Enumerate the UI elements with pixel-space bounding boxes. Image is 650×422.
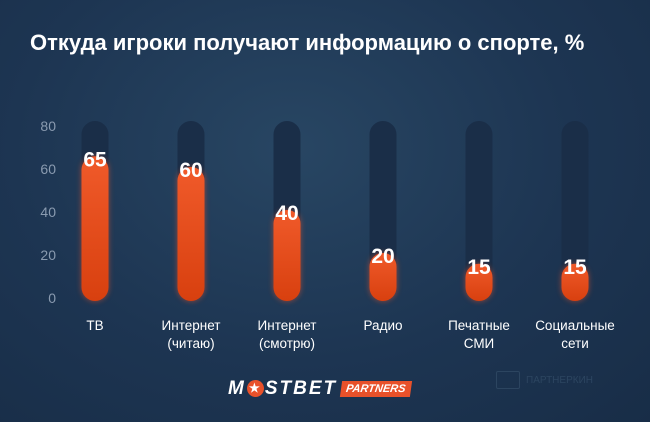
x-tick-label: Интернет — [258, 318, 317, 333]
x-tick-label: СМИ — [464, 336, 495, 351]
y-tick-label: 0 — [48, 290, 56, 306]
data-label: 40 — [275, 202, 298, 225]
x-tick-label: Социальные — [535, 318, 615, 333]
bar — [369, 253, 397, 301]
x-tick-label: Радио — [364, 318, 403, 333]
y-tick-label: 20 — [40, 247, 56, 263]
data-label: 15 — [467, 256, 491, 279]
x-tick-label: Печатные — [448, 318, 510, 333]
bar — [81, 156, 109, 301]
bar-track — [465, 121, 493, 301]
bar-track — [561, 121, 589, 301]
data-label: 20 — [371, 245, 394, 268]
x-tick-label: (смотрю) — [259, 336, 315, 351]
x-tick-label: Интернет — [162, 318, 221, 333]
bar — [561, 263, 589, 301]
partnerkin-watermark: ПАРТНЕРКИН — [496, 371, 593, 389]
data-label: 60 — [179, 159, 202, 182]
data-label: 15 — [563, 256, 587, 279]
chart-title: Откуда игроки получают информацию о спор… — [30, 30, 585, 55]
x-tick-label: сети — [561, 336, 589, 351]
y-tick-label: 80 — [40, 118, 56, 134]
bar — [177, 167, 205, 301]
bar — [273, 210, 301, 301]
data-label: 65 — [83, 148, 107, 171]
bar — [465, 263, 493, 301]
y-tick-label: 60 — [40, 161, 56, 177]
y-tick-label: 40 — [40, 204, 56, 220]
x-tick-label: (читаю) — [167, 336, 214, 351]
x-tick-label: ТВ — [86, 318, 103, 333]
mostbet-partners-logo: M ★ STBET PARTNERS — [228, 378, 412, 400]
